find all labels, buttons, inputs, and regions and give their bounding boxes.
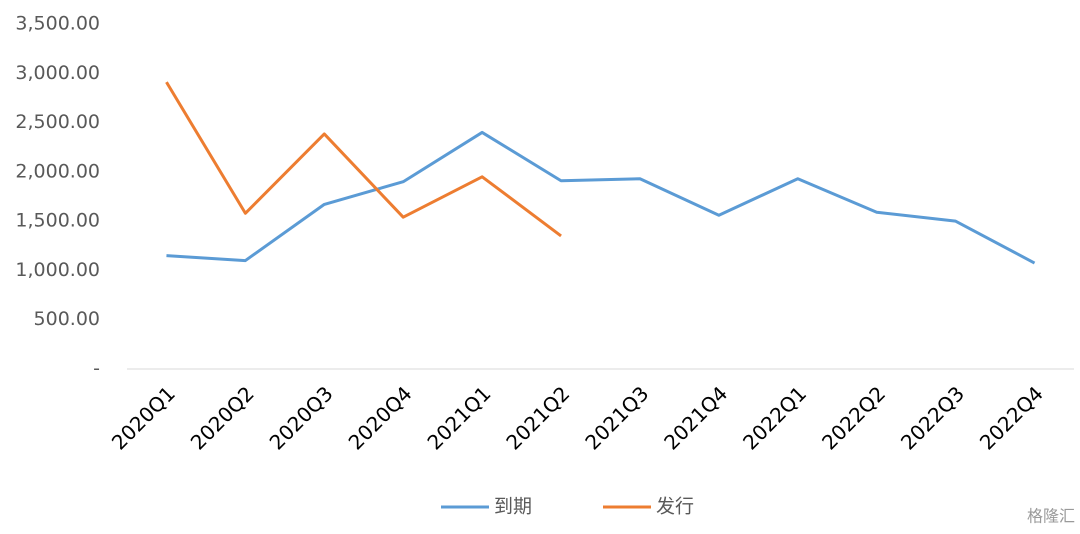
- y-tick-label: 500.00: [34, 308, 100, 330]
- watermark: 格隆汇: [1027, 507, 1075, 526]
- x-tick-label: 2020Q2: [186, 381, 259, 454]
- x-tick-label: 2021Q2: [501, 381, 574, 454]
- y-tick-label: 3,500.00: [15, 13, 100, 35]
- x-tick-label: 2021Q4: [659, 381, 732, 454]
- legend-label: 到期: [494, 496, 532, 518]
- series-line: [166, 130, 1036, 265]
- x-tick-label: 2022Q4: [975, 381, 1048, 454]
- y-tick-label: 2,000.00: [15, 160, 100, 182]
- x-tick-label: 2021Q1: [422, 381, 495, 454]
- x-tick-label: 2021Q3: [580, 381, 653, 454]
- legend-label: 发行: [656, 496, 694, 518]
- x-tick-label: 2022Q1: [738, 381, 811, 454]
- x-tick-label: 2022Q2: [817, 381, 890, 454]
- y-tick-label: 2,500.00: [15, 111, 100, 133]
- y-tick-label: 1,000.00: [15, 259, 100, 281]
- y-tick-label: 3,000.00: [15, 62, 100, 84]
- y-tick-label: 1,500.00: [15, 210, 100, 232]
- x-tick-label: 2020Q1: [107, 381, 180, 454]
- x-tick-label: 2020Q4: [344, 381, 417, 454]
- y-tick-label: -: [93, 358, 100, 380]
- x-tick-label: 2022Q3: [896, 381, 969, 454]
- series-line: [165, 81, 562, 238]
- x-tick-label: 2020Q3: [265, 381, 338, 454]
